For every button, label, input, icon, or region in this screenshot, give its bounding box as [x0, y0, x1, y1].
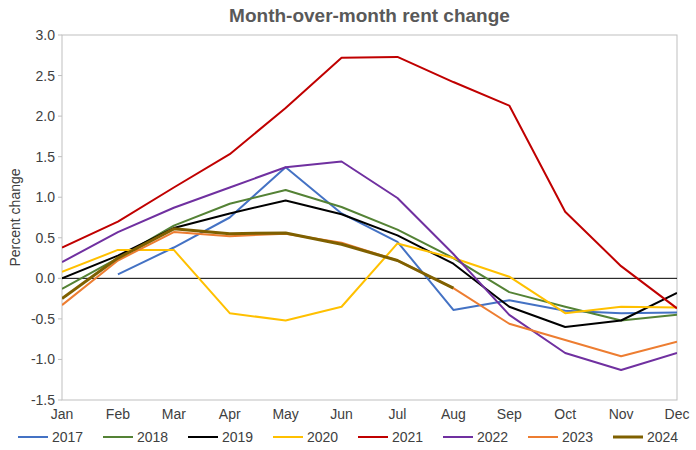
x-tick-label: Nov [609, 406, 634, 422]
legend-swatch [358, 436, 388, 438]
x-tick-label: Jan [51, 406, 74, 422]
series-line [62, 200, 677, 327]
legend-swatch [18, 436, 48, 438]
y-tick-label: -1.0 [31, 351, 55, 367]
x-tick-label: Feb [106, 406, 130, 422]
y-tick [58, 400, 62, 401]
legend-swatch [613, 436, 643, 439]
y-tick-label: 0.5 [36, 230, 56, 246]
legend-label: 2018 [137, 429, 168, 445]
series-line [62, 162, 677, 370]
legend-swatch [443, 436, 473, 438]
y-tick-label: 2.0 [36, 108, 56, 124]
y-tick [58, 359, 62, 360]
legend-label: 2021 [392, 429, 423, 445]
legend-label: 2019 [222, 429, 253, 445]
legend-label: 2023 [562, 429, 593, 445]
y-tick-label: 3.0 [36, 27, 56, 43]
y-tick-label: 2.5 [36, 68, 56, 84]
x-tick-label: Aug [441, 406, 466, 422]
y-tick [58, 75, 62, 76]
x-tick-label: Sep [497, 406, 522, 422]
y-tick-label: 0.0 [36, 270, 56, 286]
x-tick-label: May [272, 406, 298, 422]
y-tick [58, 278, 62, 279]
series-group [62, 57, 677, 370]
x-tick-label: Oct [554, 406, 576, 422]
y-tick [58, 197, 62, 198]
x-tick-label: Jul [389, 406, 407, 422]
title: Month-over-month rent change [229, 5, 510, 26]
zero-axis [62, 278, 677, 279]
x-tick-label: Apr [219, 406, 241, 422]
legend-swatch [528, 436, 558, 438]
y-axis-label: Percent change [7, 168, 23, 266]
series-line [62, 229, 453, 299]
legend-swatch [273, 436, 303, 438]
series-line [62, 190, 677, 321]
chart: Month-over-month rent change Percent chan… [0, 0, 696, 450]
x-tick-label: Dec [665, 406, 690, 422]
legend: 2017 2018 2019 2020 2021 2022 2023 2024 [18, 429, 678, 445]
legend-swatch [103, 436, 133, 438]
y-tick [58, 237, 62, 238]
x-tick-label: Mar [162, 406, 186, 422]
series-line [62, 57, 677, 308]
y-tick [58, 318, 62, 319]
legend-label: 2022 [477, 429, 508, 445]
x-tick-label: Jun [330, 406, 353, 422]
legend-label: 2017 [52, 429, 83, 445]
legend-label: 2020 [307, 429, 338, 445]
legend-swatch [188, 436, 218, 438]
plot-frame [62, 35, 677, 400]
series-line [62, 232, 677, 356]
y-tick-label: 1.5 [36, 149, 56, 165]
y-tick-label: -0.5 [31, 311, 55, 327]
y-tick [58, 116, 62, 117]
y-tick-label: 1.0 [36, 189, 56, 205]
series-line [62, 243, 677, 320]
y-tick [58, 156, 62, 157]
y-tick [58, 35, 62, 36]
legend-label: 2024 [647, 429, 678, 445]
